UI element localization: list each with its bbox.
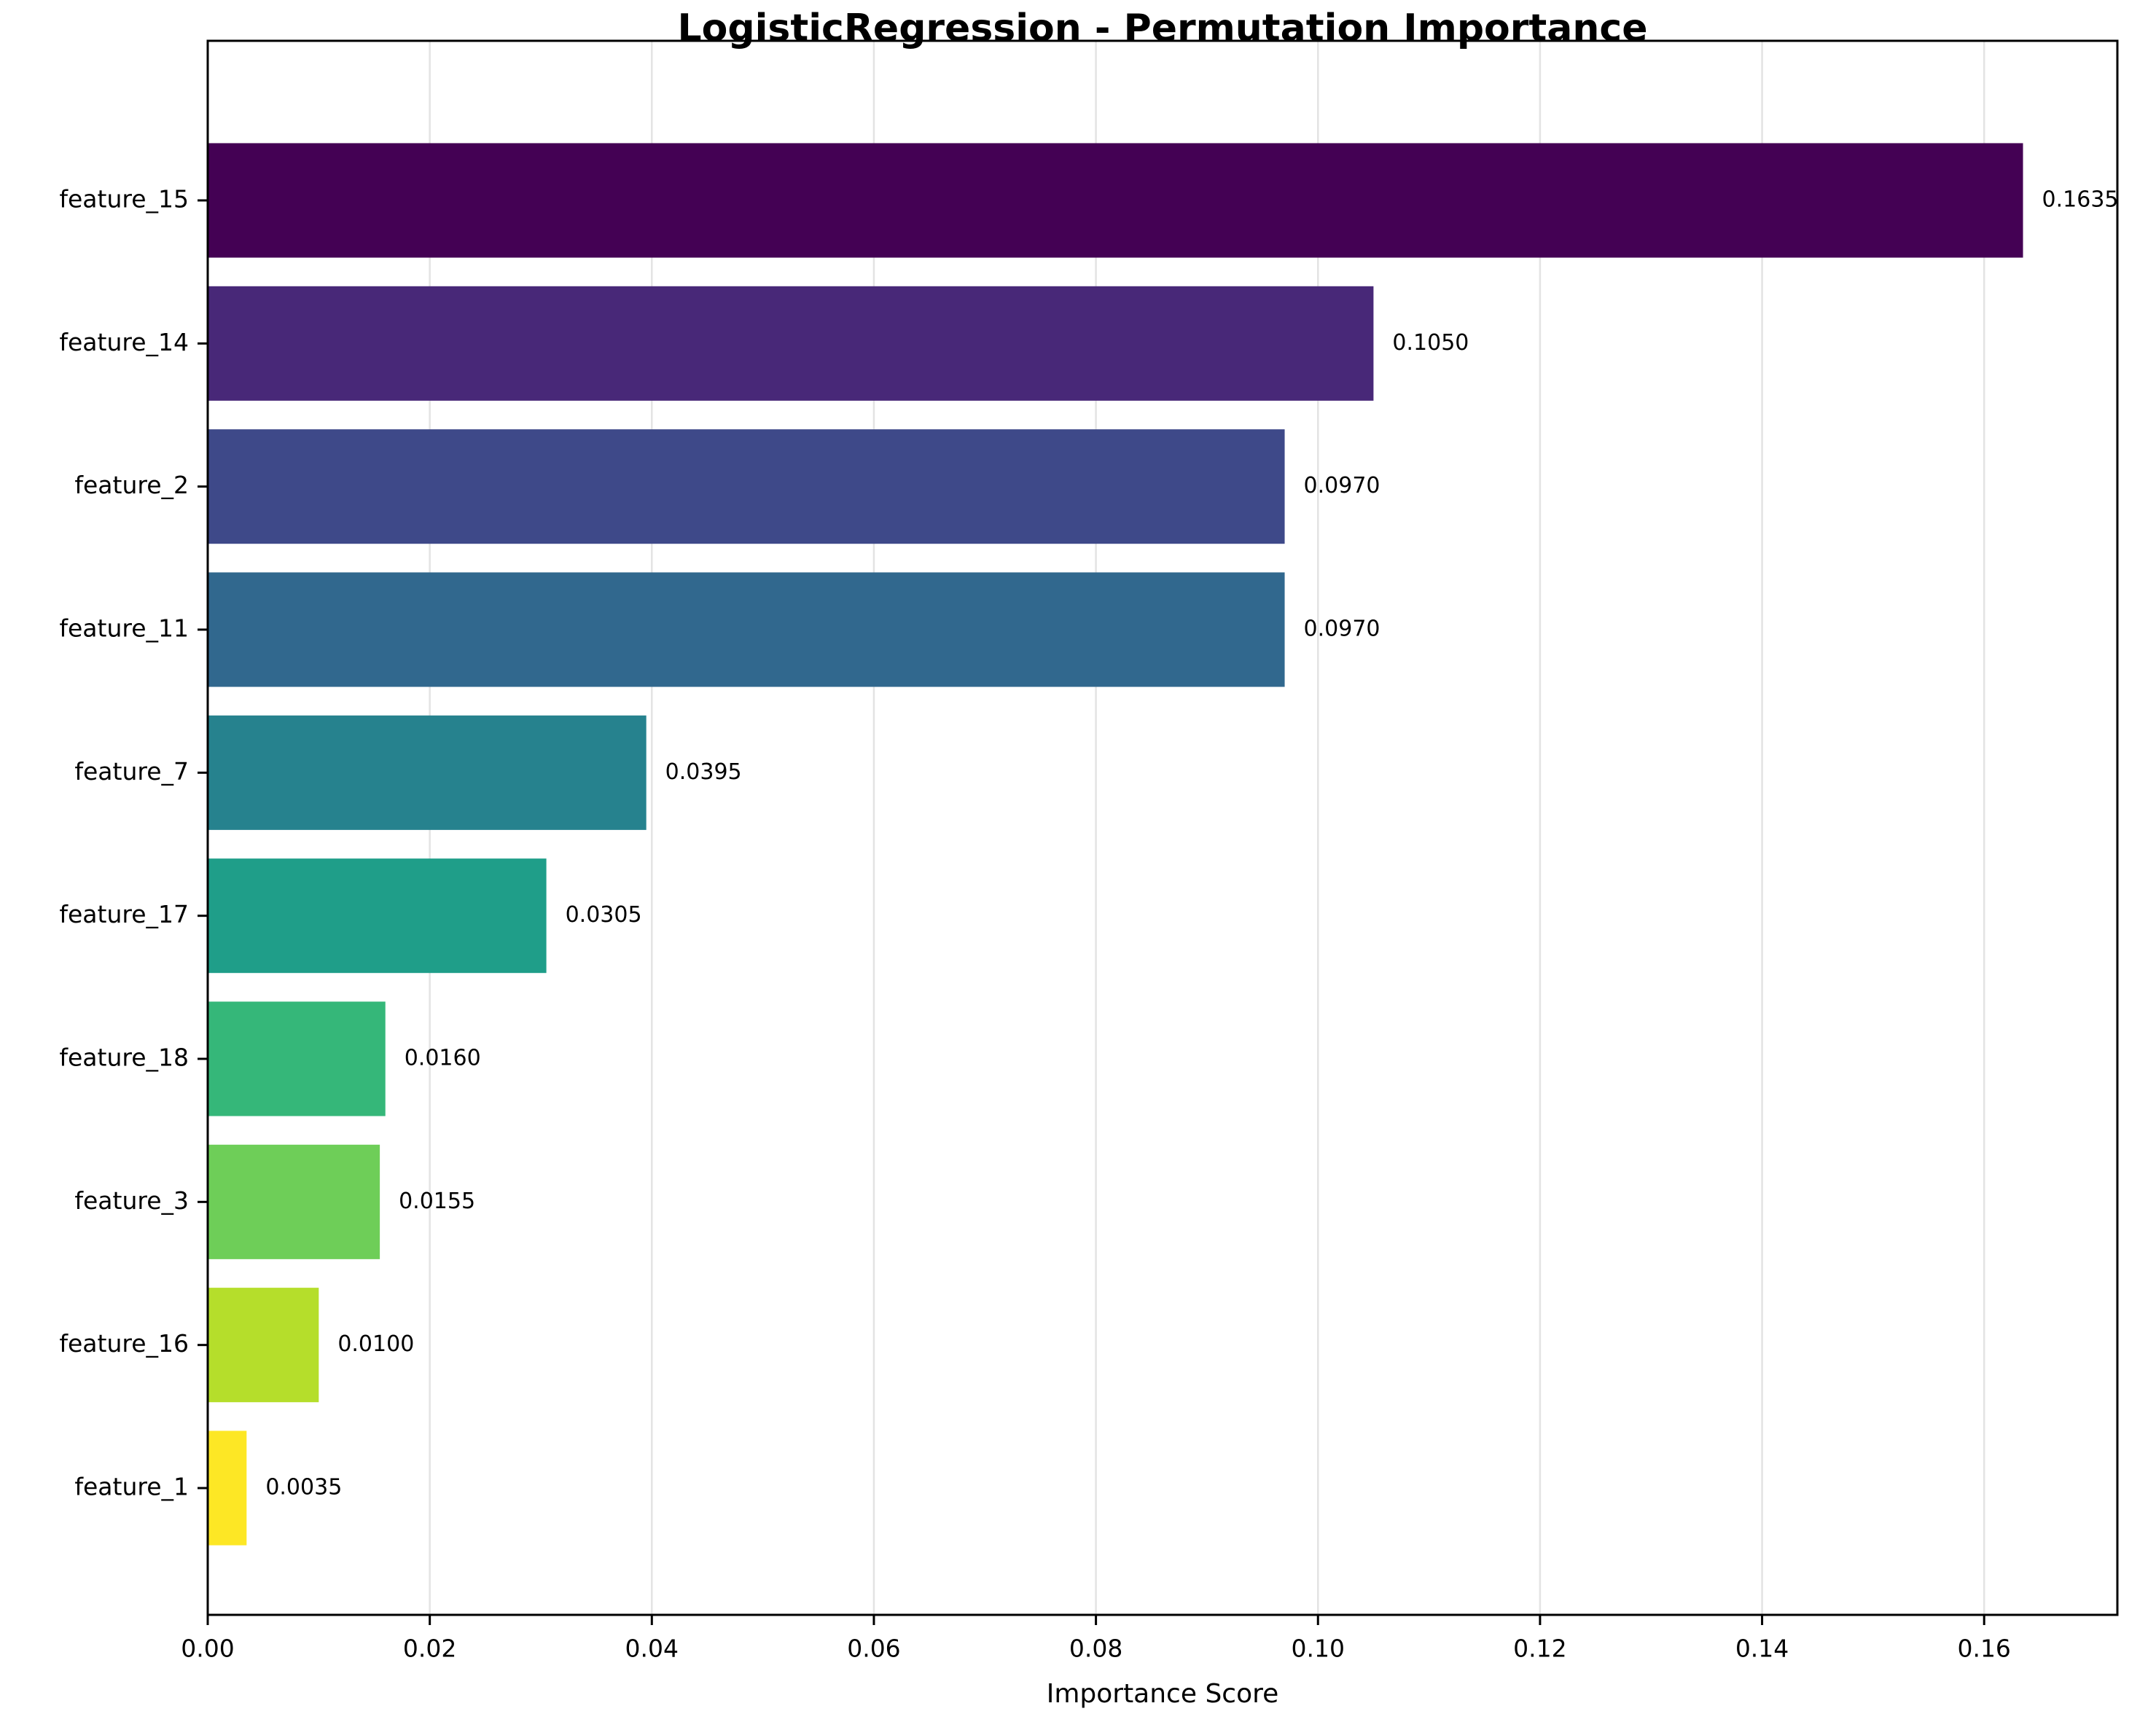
y-tick-label: feature_3 [74, 1186, 189, 1215]
bar-feature-1 [208, 1430, 247, 1546]
bar-feature-16 [208, 1288, 319, 1403]
bar-feature-14 [208, 286, 1374, 401]
x-tick-label: 0.16 [1957, 1635, 2010, 1663]
bar-layer [208, 143, 2023, 1546]
y-tick-label: feature_18 [59, 1044, 189, 1072]
x-tick-label: 0.12 [1513, 1635, 1566, 1663]
x-tick-label: 0.00 [181, 1635, 234, 1663]
bar-value-label: 0.1635 [2042, 187, 2119, 213]
x-tick-label: 0.02 [403, 1635, 456, 1663]
label-layer: feature_15 0.1635 feature_14 0.1050 feature_… [59, 185, 2118, 1501]
bar-value-label: 0.0155 [399, 1189, 475, 1214]
y-tick-label: feature_14 [59, 328, 189, 356]
bar-feature-7 [208, 715, 647, 830]
bar-value-label: 0.0160 [405, 1046, 481, 1071]
axis-layer: 0.00 0.02 0.04 0.06 0.08 0.10 0.12 0.14 0.16 [181, 199, 2011, 1663]
bar-feature-17 [208, 858, 547, 974]
bar-value-label: 0.1050 [1392, 330, 1469, 356]
y-tick-label: feature_15 [59, 185, 189, 214]
bar-value-label: 0.0395 [665, 759, 742, 785]
y-tick-label: feature_1 [74, 1473, 189, 1501]
bar-feature-2 [208, 429, 1285, 544]
x-tick-label: 0.08 [1069, 1635, 1122, 1663]
bar-value-label: 0.0305 [566, 902, 642, 928]
bar-value-label: 0.0035 [265, 1475, 342, 1500]
bar-feature-15 [208, 143, 2023, 258]
y-tick-label: feature_17 [59, 900, 189, 928]
bar-feature-11 [208, 572, 1285, 687]
x-tick-label: 0.14 [1735, 1635, 1789, 1663]
bar-value-label: 0.0970 [1304, 473, 1380, 498]
y-tick-label: feature_16 [59, 1329, 189, 1358]
y-tick-label: feature_2 [74, 471, 189, 499]
y-tick-label: feature_7 [74, 757, 189, 786]
bar-feature-3 [208, 1144, 380, 1259]
x-tick-label: 0.04 [625, 1635, 679, 1663]
x-axis-title: Importance Score [1047, 1679, 1279, 1709]
x-tick-label: 0.10 [1292, 1635, 1345, 1663]
chart-title: LogisticRegression - Permutation Importa… [678, 7, 1648, 50]
y-tick-label: feature_11 [59, 614, 189, 643]
bar-value-label: 0.0970 [1304, 617, 1380, 642]
x-tick-label: 0.06 [847, 1635, 900, 1663]
bar-feature-18 [208, 1001, 386, 1116]
bar-value-label: 0.0100 [337, 1331, 414, 1357]
plot-frame [206, 39, 2119, 1616]
